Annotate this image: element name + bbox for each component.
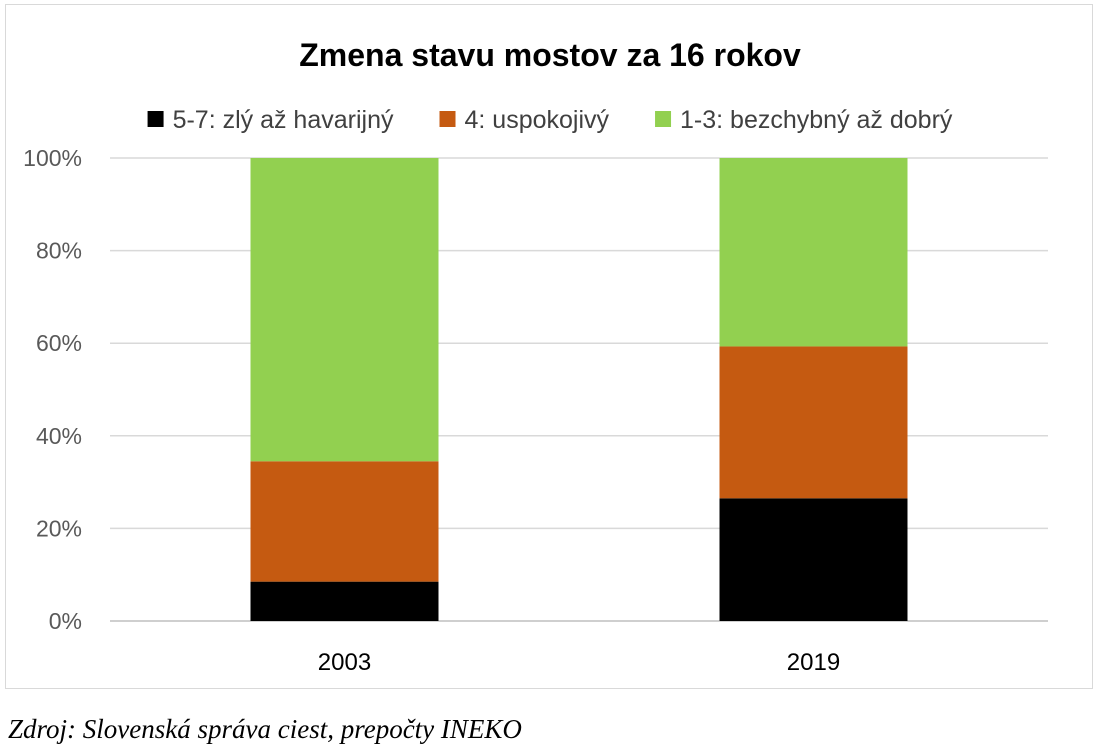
legend-item: 5-7: zlý až havarijný bbox=[147, 106, 394, 134]
y-tick-label: 100% bbox=[23, 145, 82, 171]
legend-item: 1-3: bezchybný až dobrý bbox=[655, 106, 953, 134]
y-tick-label: 60% bbox=[36, 330, 82, 356]
bar-segment-2019-series-1 bbox=[719, 498, 908, 621]
y-axis: 0% 20% 40% 60% 80% 100% bbox=[23, 145, 82, 634]
bar-segment-2019-series-3 bbox=[719, 158, 908, 347]
bar-segment-2003-series-2 bbox=[250, 461, 439, 582]
chart-title: Zmena stavu mostov za 16 rokov bbox=[299, 37, 801, 73]
x-tick-label: 2003 bbox=[318, 649, 371, 676]
legend-swatch bbox=[655, 111, 672, 127]
stacked-bar-chart: Zmena stavu mostov za 16 rokov 5-7: zlý … bbox=[23, 37, 1048, 676]
source-note: Zdroj: Slovenská správa ciest, prepočty … bbox=[8, 714, 522, 744]
legend: 5-7: zlý až havarijný 4: uspokojivý 1-3: b… bbox=[147, 106, 953, 134]
y-tick-label: 80% bbox=[36, 238, 82, 264]
legend-swatch bbox=[147, 111, 164, 127]
bar-segment-2003-series-1 bbox=[250, 581, 439, 621]
x-axis: 2003 2019 bbox=[318, 649, 840, 676]
legend-swatch bbox=[439, 111, 456, 127]
legend-label: 5-7: zlý až havarijný bbox=[173, 106, 394, 134]
legend-item: 4: uspokojivý bbox=[439, 106, 610, 134]
legend-label: 4: uspokojivý bbox=[465, 106, 610, 134]
bar-segment-2019-series-2 bbox=[719, 346, 908, 499]
legend-label: 1-3: bezchybný až dobrý bbox=[680, 106, 953, 134]
bar-segment-2003-series-3 bbox=[250, 158, 439, 462]
bars bbox=[250, 158, 908, 621]
x-tick-label: 2019 bbox=[787, 649, 840, 676]
y-tick-label: 0% bbox=[49, 608, 82, 634]
chart-frame bbox=[5, 4, 1093, 689]
y-tick-label: 20% bbox=[36, 515, 82, 541]
y-tick-label: 40% bbox=[36, 423, 82, 449]
